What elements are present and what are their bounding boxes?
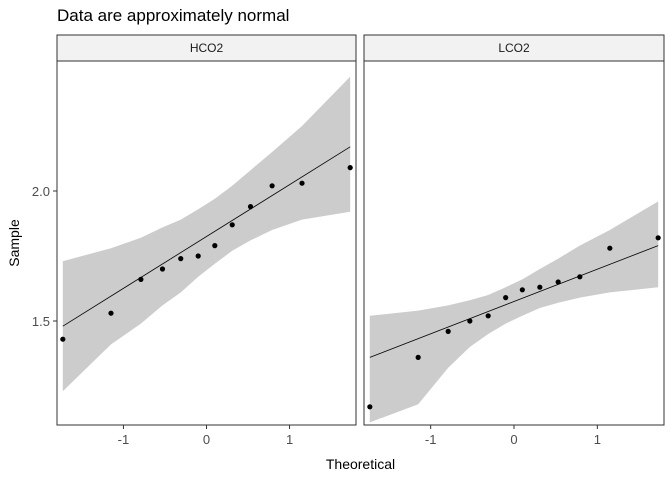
- data-point-1-11: [655, 235, 661, 241]
- x-tick-label-1-0: -1: [425, 432, 437, 447]
- data-point-0-5: [195, 253, 201, 259]
- x-tick-label-0-2: 1: [286, 432, 293, 447]
- facet-strip-1: [363, 34, 665, 62]
- confidence-band-1: [369, 201, 659, 423]
- x-tick-label-0-1: 0: [203, 432, 210, 447]
- data-point-0-8: [247, 204, 254, 210]
- y-tick-label-0: 1.5: [32, 314, 50, 329]
- data-point-0-3: [159, 266, 166, 272]
- data-point-1-5: [503, 295, 509, 301]
- data-point-0-1: [108, 310, 114, 316]
- x-tick-label-1-1: 0: [510, 432, 517, 447]
- data-point-0-9: [269, 183, 275, 189]
- data-point-0-2: [138, 276, 144, 282]
- data-point-1-7: [537, 284, 543, 290]
- data-point-0-0: [60, 336, 66, 342]
- confidence-band-0: [62, 76, 351, 392]
- chart-title: Data are approximately normal: [57, 6, 290, 25]
- data-point-1-6: [519, 287, 525, 293]
- data-point-1-10: [607, 245, 613, 251]
- facet-strip-label-1: LCO2: [498, 41, 530, 55]
- data-point-0-4: [178, 256, 184, 262]
- data-point-1-1: [415, 354, 421, 360]
- facet-strip-0: [56, 34, 357, 62]
- data-point-1-0: [367, 404, 373, 410]
- reference-line-1: [369, 245, 659, 358]
- data-point-0-11: [347, 165, 353, 171]
- data-point-1-8: [555, 279, 561, 285]
- data-point-1-2: [445, 328, 451, 334]
- y-tick-label-1: 2.0: [32, 184, 50, 199]
- x-tick-label-0-0: -1: [118, 432, 130, 447]
- x-tick-label-1-2: 1: [594, 432, 601, 447]
- data-point-0-7: [229, 222, 235, 228]
- x-axis-title: Theoretical: [326, 456, 395, 472]
- data-point-0-10: [299, 180, 305, 186]
- reference-line-0: [62, 146, 351, 327]
- data-point-0-6: [212, 243, 218, 249]
- data-point-1-9: [577, 274, 583, 280]
- data-point-1-3: [467, 318, 473, 324]
- y-axis-title: Sample: [6, 219, 22, 267]
- facet-strip-label-0: HCO2: [190, 41, 224, 55]
- data-point-1-4: [485, 313, 491, 319]
